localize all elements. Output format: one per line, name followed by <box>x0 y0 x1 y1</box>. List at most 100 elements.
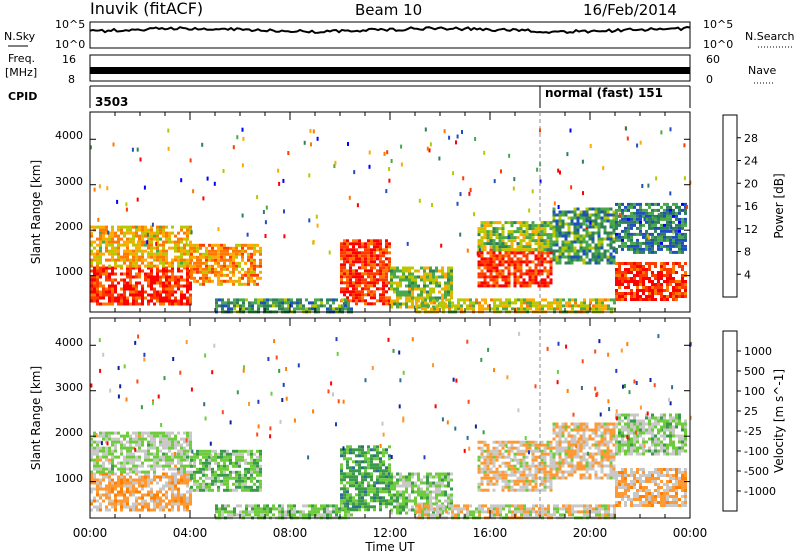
power-scatter-cell <box>569 128 572 133</box>
power-cell <box>370 275 373 279</box>
power-cell <box>99 281 102 285</box>
velocity-cell <box>349 499 352 503</box>
velocity-cell <box>507 452 511 456</box>
velocity-cell <box>126 499 129 503</box>
power-cell <box>591 252 595 256</box>
velocity-cell <box>435 475 438 479</box>
velocity-cell <box>174 496 177 500</box>
velocity-cell <box>165 475 168 479</box>
power-cell <box>260 298 263 302</box>
velocity-cell <box>135 472 138 476</box>
velocity-cell <box>361 466 364 470</box>
power-cell <box>492 269 496 273</box>
velocity-cell <box>426 487 429 491</box>
velocity-cell <box>385 448 388 452</box>
velocity-cell <box>141 487 144 491</box>
power-cell <box>633 211 636 215</box>
velocity-cell <box>168 446 171 450</box>
power-cell <box>558 225 562 229</box>
velocity-cell <box>196 482 199 486</box>
freq-panel: Freq. [MHz] 16 8 60 0 Nave <box>5 52 776 86</box>
velocity-cell <box>153 452 156 456</box>
power-cell <box>630 271 633 274</box>
power-scatter-cell <box>116 199 119 204</box>
velocity-cell <box>211 455 214 459</box>
power-cell <box>513 284 517 288</box>
power-cell <box>211 264 214 268</box>
power-cell <box>618 298 621 301</box>
velocity-cell <box>352 499 355 503</box>
power-scatter-cell <box>222 169 225 173</box>
velocity-cell <box>480 482 484 486</box>
power-cell <box>489 221 493 225</box>
velocity-cell <box>426 484 429 488</box>
power-cell <box>171 293 174 297</box>
power-cell <box>630 214 633 218</box>
power-scatter-cell <box>97 217 100 222</box>
power-scatter-cell <box>468 191 471 196</box>
velocity-cell <box>235 488 238 492</box>
power-cell <box>576 213 580 217</box>
velocity-cell <box>247 461 250 465</box>
power-cell <box>639 220 642 224</box>
power-cell <box>678 211 681 215</box>
power-cell <box>624 292 627 295</box>
velocity-cell <box>153 499 156 503</box>
power-cell <box>495 275 499 279</box>
power-cell <box>144 240 147 244</box>
velocity-cell <box>111 437 114 441</box>
power-cell <box>492 248 496 252</box>
power-cell <box>126 246 129 250</box>
power-scatter-cell <box>278 181 281 186</box>
velocity-cell <box>120 505 123 509</box>
power-cell <box>660 265 663 268</box>
velocity-cell <box>223 479 226 483</box>
power-cell <box>621 295 624 298</box>
power-cell <box>114 278 117 282</box>
power-cell <box>510 233 514 237</box>
velocity-cell <box>483 467 487 471</box>
power-cell <box>308 307 311 311</box>
power-cell <box>174 249 177 253</box>
power-scatter-cell <box>428 148 431 153</box>
velocity-cell <box>483 440 487 444</box>
power-cell <box>114 284 117 288</box>
velocity-cell <box>147 446 150 450</box>
velocity-cell <box>220 464 223 468</box>
velocity-cell <box>99 464 102 468</box>
power-cell <box>648 289 651 292</box>
power-cell <box>358 260 361 264</box>
power-cell <box>343 275 346 279</box>
power-cell <box>615 271 618 274</box>
velocity-cell <box>120 470 123 474</box>
power-cell <box>450 272 453 276</box>
velocity-cell <box>186 481 189 485</box>
velocity-cell <box>390 487 393 491</box>
power-cell <box>171 261 174 265</box>
velocity-cell <box>259 452 262 456</box>
power-cell <box>411 302 414 306</box>
power-cell <box>96 296 99 300</box>
power-cell <box>660 241 663 245</box>
power-ytick-2000: 2000 <box>55 220 83 233</box>
power-cell <box>567 252 571 256</box>
power-cell <box>159 228 162 232</box>
power-cell <box>621 229 624 233</box>
power-cell <box>591 231 595 235</box>
velocity-cell <box>361 484 364 488</box>
power-cell <box>469 307 472 311</box>
power-cell <box>224 304 227 308</box>
power-cell <box>399 305 402 309</box>
velocity-cell <box>241 485 244 489</box>
power-cell <box>681 250 684 254</box>
velocity-cell <box>519 461 523 465</box>
power-cell <box>454 304 457 308</box>
velocity-cell <box>180 446 183 450</box>
power-cell <box>435 281 438 285</box>
power-cell <box>481 304 484 308</box>
power-cell <box>382 266 385 270</box>
velocity-cell <box>138 484 141 488</box>
power-cell <box>606 261 610 265</box>
velocity-cell <box>352 475 355 479</box>
velocity-cell <box>153 431 156 435</box>
